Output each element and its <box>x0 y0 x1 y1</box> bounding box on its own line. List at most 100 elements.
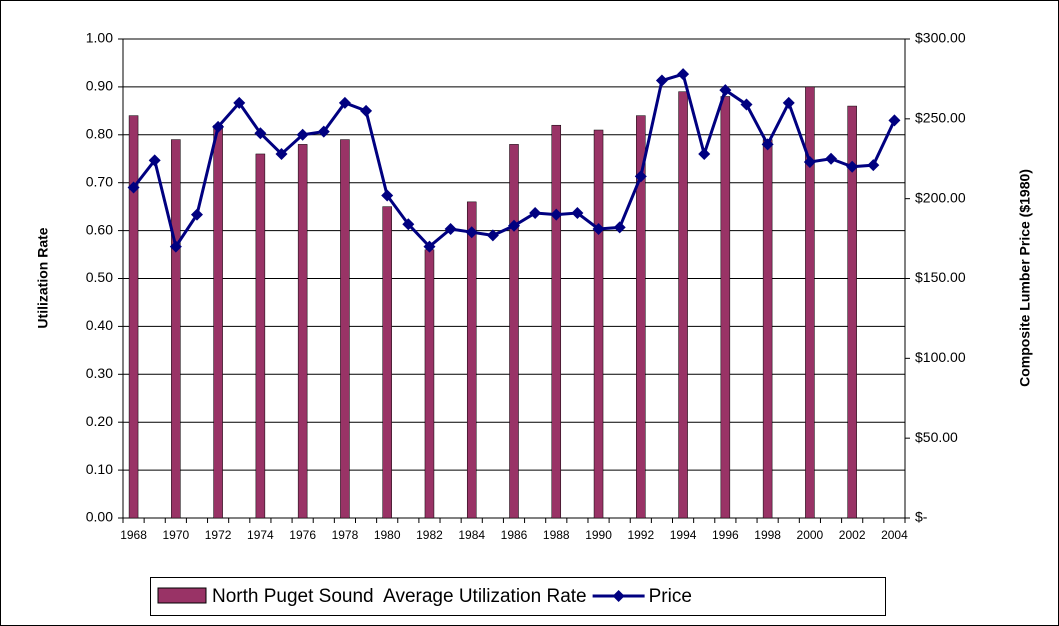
y2-tick-label: $50.00 <box>915 429 958 445</box>
price-marker <box>317 125 330 138</box>
price-marker <box>592 223 605 236</box>
price-marker <box>275 147 288 160</box>
price-marker <box>529 207 542 220</box>
y2-axis-title: Composite Lumber Price ($1980) <box>1017 169 1033 387</box>
price-marker <box>740 98 753 111</box>
x-tick-label: 1968 <box>120 528 147 542</box>
price-marker <box>825 152 838 165</box>
bar <box>255 153 266 519</box>
y-tick-label: 0.70 <box>86 173 113 189</box>
price-marker <box>190 208 203 221</box>
bar <box>593 129 604 519</box>
price-marker <box>634 170 647 183</box>
price-marker <box>761 138 774 151</box>
x-tick-label: 1978 <box>332 528 359 542</box>
bar <box>382 206 392 519</box>
y-tick-label: 0.00 <box>86 509 113 525</box>
bar <box>636 115 646 519</box>
legend-label: North Puget Sound Average Utilization Ra… <box>212 586 587 607</box>
bar <box>805 86 815 519</box>
price-marker <box>803 155 816 168</box>
y2-tick-label: $200.00 <box>915 189 966 205</box>
bar <box>720 96 731 519</box>
price-marker <box>360 104 373 117</box>
y-tick-label: 0.50 <box>86 269 113 285</box>
y-tick-label: 0.30 <box>86 365 113 381</box>
y-axis-title: Utilization Rate <box>35 227 51 328</box>
price-marker <box>254 127 267 140</box>
price-marker <box>465 226 478 239</box>
legend-swatch <box>157 587 207 604</box>
y2-tick-label: $300.00 <box>915 30 966 46</box>
y-tick-label: 0.40 <box>86 317 113 333</box>
y2-tick-label: $100.00 <box>915 349 966 365</box>
x-tick-label: 1972 <box>205 528 232 542</box>
price-marker <box>402 218 415 231</box>
bar <box>424 249 435 519</box>
price-marker <box>719 84 732 97</box>
x-tick-label: 1990 <box>585 528 612 542</box>
y-tick-label: 0.20 <box>86 413 113 429</box>
x-tick-label: 1974 <box>247 528 274 542</box>
price-marker <box>613 221 626 234</box>
x-tick-label: 1988 <box>543 528 570 542</box>
x-tick-label: 1992 <box>627 528 654 542</box>
y-tick-label: 0.90 <box>86 78 113 94</box>
x-tick-label: 1986 <box>501 528 528 542</box>
price-marker <box>571 207 584 220</box>
y2-tick-label: $150.00 <box>915 269 966 285</box>
y-tick-label: 0.60 <box>86 221 113 237</box>
price-marker <box>550 208 563 221</box>
bar <box>762 139 773 519</box>
x-tick-label: 2002 <box>839 528 866 542</box>
x-tick-label: 1970 <box>162 528 189 542</box>
price-marker <box>867 159 880 172</box>
price-marker <box>148 154 161 167</box>
bar <box>509 144 519 519</box>
bar <box>297 144 308 519</box>
price-marker <box>782 96 795 109</box>
x-tick-label: 1996 <box>712 528 739 542</box>
x-tick-label: 1982 <box>416 528 443 542</box>
price-marker <box>296 128 309 141</box>
bar <box>340 139 350 519</box>
x-tick-label: 1998 <box>754 528 781 542</box>
y2-tick-label: $250.00 <box>915 110 966 126</box>
price-marker <box>423 240 436 253</box>
price-marker <box>444 223 457 236</box>
x-tick-label: 1980 <box>374 528 401 542</box>
bar <box>128 115 139 519</box>
legend-marker <box>612 590 625 602</box>
y-tick-label: 0.80 <box>86 126 113 142</box>
bar <box>847 105 857 519</box>
price-marker <box>381 189 394 202</box>
legend-label: Price <box>649 586 692 607</box>
price-marker <box>212 120 225 133</box>
y-tick-label: 1.00 <box>86 30 113 46</box>
x-tick-label: 1976 <box>289 528 316 542</box>
legend-box <box>150 577 886 616</box>
x-tick-label: 2004 <box>881 528 908 542</box>
price-marker <box>127 181 140 194</box>
bar <box>466 201 477 519</box>
bar <box>213 124 223 519</box>
x-tick-label: 2000 <box>797 528 824 542</box>
y-tick-label: 0.10 <box>86 461 113 477</box>
price-marker <box>508 219 520 232</box>
price-marker <box>888 114 901 127</box>
bar <box>171 139 181 519</box>
price-marker <box>233 96 246 109</box>
price-marker <box>846 160 859 173</box>
x-tick-label: 1984 <box>458 528 485 542</box>
bar <box>678 91 688 519</box>
price-marker <box>677 68 690 81</box>
price-marker <box>698 147 711 160</box>
bar <box>551 124 562 519</box>
price-marker <box>169 240 182 253</box>
price-marker <box>655 74 668 87</box>
x-tick-label: 1994 <box>670 528 697 542</box>
price-marker <box>338 96 351 109</box>
price-marker <box>486 229 499 242</box>
y2-tick-label: $- <box>915 509 928 525</box>
